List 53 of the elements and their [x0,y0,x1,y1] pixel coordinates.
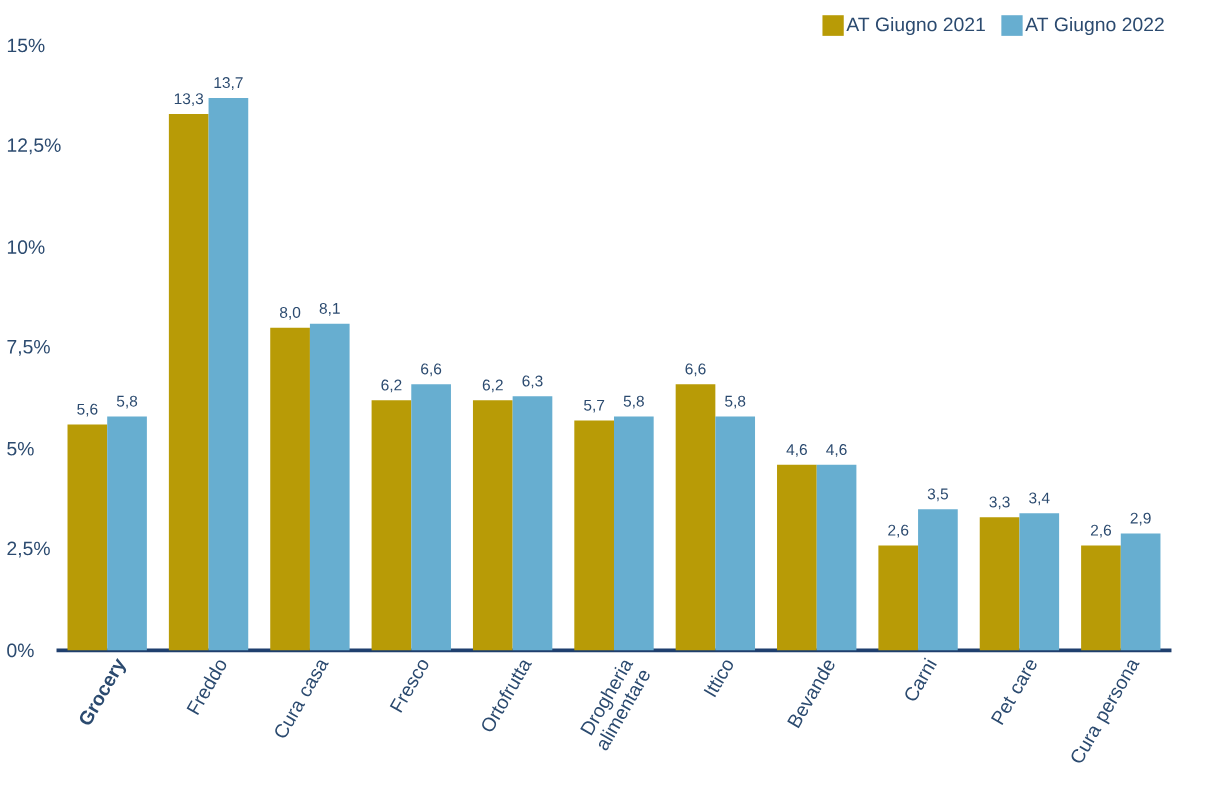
legend-label: AT Giugno 2022 [1025,17,1164,36]
bar [168,114,209,651]
legend-label: AT Giugno 2021 [846,17,985,36]
bar [67,424,108,651]
data-label: 6,2 [482,379,503,393]
data-label: 6,3 [522,375,543,389]
data-label: 13,3 [174,93,204,106]
data-label: 4,6 [826,444,847,457]
data-label: 4,6 [786,444,807,457]
bar [613,416,654,651]
bar [270,327,310,651]
bar [1019,513,1060,651]
data-label: 5,8 [116,395,138,409]
data-label: 5,6 [77,403,98,417]
y-tick-label: 10% [7,240,45,254]
data-label: 6,6 [685,363,706,377]
y-tick-label: 5% [7,441,34,456]
data-label: 6,6 [421,363,442,377]
data-label: 13,7 [214,77,243,90]
bar [675,384,716,651]
bar [715,416,756,651]
bar [574,420,614,651]
bar [472,400,513,651]
bar [107,416,147,651]
data-label: 2,6 [888,524,909,538]
data-label: 8,1 [319,302,340,316]
bar [816,464,857,651]
data-label: 5,8 [623,395,644,409]
data-label: 5,8 [725,395,746,409]
bar [371,400,412,651]
data-label: 3,5 [927,488,949,502]
y-tick-label: 0% [7,643,34,658]
bar [309,323,350,651]
bar [411,384,451,651]
bar [777,464,817,651]
data-label: 6,2 [381,379,402,393]
y-tick-label: 2,5% [7,541,50,558]
bar [878,545,919,651]
data-label: 3,4 [1029,492,1050,506]
bar [512,396,553,651]
data-label: 3,3 [989,496,1010,510]
y-tick-label: 7,5% [7,339,50,356]
data-label: 2,9 [1130,512,1151,526]
data-label: 8,0 [279,306,301,320]
data-label: 2,6 [1090,524,1112,538]
bar [1120,533,1161,651]
bar [918,509,958,651]
y-tick-label: 15% [7,38,45,53]
y-tick-label: 12,5% [7,138,61,155]
bar [208,97,249,651]
bar [1081,545,1121,651]
data-label: 5,7 [584,399,605,413]
bar [979,517,1020,651]
